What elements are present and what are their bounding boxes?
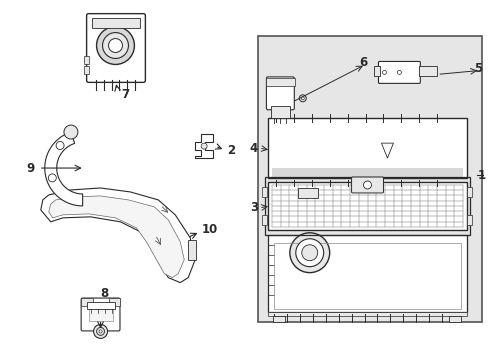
Circle shape [108,39,122,53]
Bar [258,36,481,323]
Text: 4: 4 [249,141,258,155]
Circle shape [363,181,371,189]
Polygon shape [45,132,82,206]
Bar [271,168,462,178]
Polygon shape [41,188,195,283]
Circle shape [96,27,134,64]
Circle shape [102,32,128,58]
Circle shape [201,143,207,149]
Bar [188,240,196,260]
Bar [267,235,466,312]
Circle shape [96,328,104,336]
Bar [108,298,120,306]
Text: 2: 2 [226,144,235,157]
Circle shape [93,324,107,338]
Bar [267,118,466,178]
Bar [374,67,380,76]
Circle shape [64,125,78,139]
Bar [270,106,289,118]
Text: 1: 1 [477,168,485,181]
Text: 8: 8 [100,287,108,300]
Bar [466,187,471,197]
Bar [265,78,294,86]
Circle shape [301,245,317,261]
Polygon shape [49,196,184,278]
Bar [272,316,285,323]
Bar [264,177,469,235]
Bar [273,243,460,309]
Text: 3: 3 [249,201,258,215]
Circle shape [301,97,304,100]
Polygon shape [195,134,213,158]
Bar [267,312,466,316]
FancyBboxPatch shape [81,298,120,331]
FancyBboxPatch shape [378,62,420,84]
Bar [419,67,436,76]
Bar [466,215,471,225]
Bar [262,187,266,197]
Circle shape [99,330,102,333]
Bar [86,302,114,310]
Text: 6: 6 [359,56,367,69]
Text: 9: 9 [27,162,35,175]
Text: 7: 7 [121,88,129,101]
FancyBboxPatch shape [266,77,294,110]
FancyBboxPatch shape [351,177,383,193]
Bar [262,215,266,225]
Circle shape [397,71,401,75]
Text: 10: 10 [202,223,218,236]
Circle shape [295,239,323,267]
Bar [81,298,92,306]
Bar [448,316,460,323]
Bar [83,57,88,64]
Bar [267,182,466,230]
Text: 5: 5 [473,62,481,75]
Bar [83,67,88,75]
FancyBboxPatch shape [86,14,145,82]
Bar [297,188,317,198]
Circle shape [289,233,329,273]
Bar [88,310,112,321]
Circle shape [382,71,386,75]
Bar [91,18,140,28]
Circle shape [299,95,305,102]
